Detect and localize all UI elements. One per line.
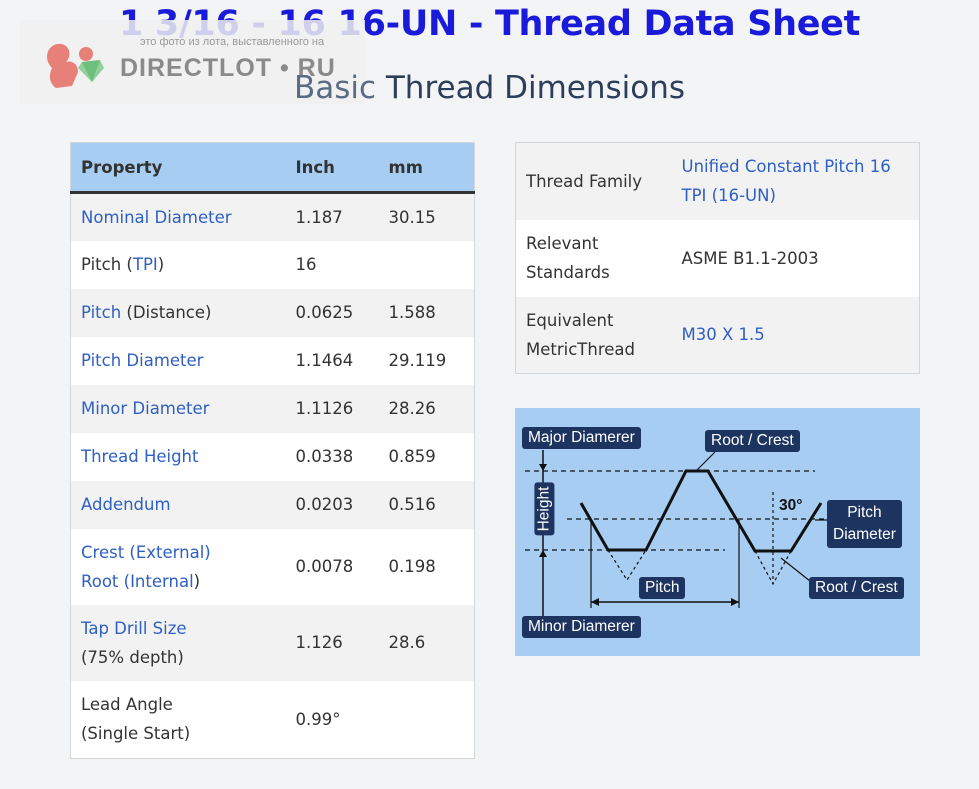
- inch-value: 0.99°: [295, 709, 341, 729]
- label-minor-diameter: Minor Diamerer: [522, 616, 641, 638]
- property-cell: Pitch (TPI): [71, 241, 286, 289]
- property-link[interactable]: TPI: [132, 255, 158, 274]
- watermark-caption: это фото из лота, выставленного на: [140, 36, 325, 48]
- property-cell: Pitch (Distance): [70, 288, 286, 337]
- property-text: ): [193, 571, 201, 591]
- table-row: Addendum 0.0203 0.516: [70, 480, 475, 529]
- property-link[interactable]: Crest (External): [81, 542, 211, 562]
- mm-value: 0.198: [388, 557, 436, 576]
- info-key: Thread Family: [515, 142, 672, 220]
- property-link[interactable]: Addendum: [81, 495, 171, 514]
- property-link[interactable]: Tap Drill Size: [81, 618, 187, 638]
- table-row: Pitch Diameter 1.1464 29.119: [71, 337, 475, 385]
- leader-root-crest-top: [696, 451, 716, 471]
- info-key: Equivalent MetricThread: [515, 296, 672, 374]
- dimensions-table-body: Nominal Diameter 1.187 30.15 Pitch (TPI) 16 P…: [70, 192, 475, 759]
- inch-value: 1.126: [285, 604, 379, 681]
- mm-value: [379, 241, 475, 289]
- mm-value: 0.859: [388, 447, 436, 466]
- section-title: Basic Thread Dimensions: [293, 70, 686, 106]
- property-cell: Lead Angle (Single Start): [71, 681, 286, 759]
- property-text: (Single Start): [81, 724, 191, 744]
- table-header-row: Property Inch mm: [70, 142, 475, 194]
- mm-value: 28.26: [378, 384, 475, 433]
- info-value[interactable]: Unified Constant Pitch 16 TPI (16-UN): [671, 142, 920, 220]
- pitch-arrow-right-icon: [731, 598, 739, 606]
- mm-value: 29.119: [388, 351, 447, 370]
- label-major-diameter: Major Diamerer: [522, 427, 641, 449]
- thread-diagram: Major Diamerer Root / Crest Height 30° P…: [515, 408, 920, 656]
- inch-value: 16: [295, 255, 317, 274]
- mm-value: 28.6: [378, 604, 475, 681]
- property-text: Pitch (: [81, 255, 133, 274]
- mm-value: 30.15: [378, 192, 475, 241]
- property-link[interactable]: Pitch Diameter: [81, 351, 204, 370]
- table-row: Lead Angle (Single Start) 0.99°: [71, 681, 475, 759]
- label-height: Height: [534, 482, 555, 536]
- table-row: Minor Diameter 1.1126 28.26: [70, 384, 475, 433]
- property-cell: Minor Diameter: [70, 384, 286, 433]
- table-row: Thread Height 0.0338 0.859: [71, 433, 475, 481]
- root-triangle-right: [754, 550, 792, 586]
- height-arrow-top-icon: [539, 464, 547, 471]
- inch-value: 0.0078: [295, 557, 354, 576]
- thread-info-table: Thread Family Unified Constant Pitch 16 T…: [515, 142, 920, 374]
- inch-value: 1.1126: [285, 384, 379, 433]
- info-value: ASME B1.1-2003: [671, 219, 920, 297]
- thread-profile-line: [579, 469, 823, 553]
- mm-value: [379, 681, 475, 759]
- table-row: Pitch (TPI) 16: [71, 241, 475, 289]
- mm-value: 1.588: [378, 288, 475, 337]
- info-key: Relevant Standards: [515, 219, 672, 297]
- property-text: (Distance): [121, 303, 212, 322]
- table-row: Pitch (Distance) 0.0625 1.588: [70, 288, 475, 337]
- inch-value: 0.0203: [285, 480, 379, 529]
- height-arrow-bottom-icon: [539, 550, 547, 557]
- label-pitch: Pitch: [639, 577, 686, 599]
- mm-value: 0.516: [378, 480, 475, 529]
- label-pitch-diameter: Pitch Diameter: [827, 500, 902, 548]
- info-row: Relevant Standards ASME B1.1-2003: [515, 219, 920, 297]
- inch-value: 1.187: [285, 192, 379, 241]
- property-link[interactable]: Nominal Diameter: [81, 207, 232, 227]
- property-cell: Pitch Diameter: [71, 337, 286, 385]
- property-cell: Thread Height: [71, 433, 286, 481]
- inch-value: 0.0338: [295, 447, 354, 466]
- label-root-crest-bottom: Root / Crest: [809, 577, 904, 599]
- header-property: Property: [70, 142, 286, 194]
- inch-value: 1.1464: [295, 351, 354, 370]
- property-cell: Tap Drill Size (75% depth): [70, 604, 286, 681]
- table-row: Nominal Diameter 1.187 30.15: [70, 192, 475, 241]
- property-cell: Crest (External) Root (Internal): [71, 529, 286, 605]
- property-cell: Addendum: [70, 480, 286, 529]
- root-triangle-left: [607, 549, 647, 582]
- property-link[interactable]: Minor Diameter: [81, 399, 210, 418]
- property-text: Lead Angle: [81, 695, 173, 715]
- table-row: Crest (External) Root (Internal) 0.0078 0.1…: [71, 529, 475, 605]
- property-text: ): [157, 255, 165, 274]
- squirrel-logo-icon: [47, 43, 104, 88]
- property-cell: Nominal Diameter: [70, 192, 286, 241]
- pitch-arrow-left-icon: [591, 598, 599, 606]
- property-link[interactable]: Pitch: [81, 303, 122, 322]
- table-row: Tap Drill Size (75% depth) 1.126 28.6: [70, 604, 475, 681]
- thread-info-body: Thread Family Unified Constant Pitch 16 T…: [515, 142, 920, 374]
- property-link[interactable]: Root (Internal: [81, 571, 194, 591]
- label-angle: 30°: [779, 497, 803, 514]
- header-mm: mm: [378, 142, 475, 194]
- inch-value: 0.0625: [285, 288, 379, 337]
- label-root-crest-top: Root / Crest: [705, 430, 800, 452]
- property-text: (75% depth): [81, 647, 184, 667]
- watermark: это фото из лота, выставленного на DIREC…: [20, 20, 365, 104]
- info-value[interactable]: M30 X 1.5: [671, 296, 920, 374]
- info-row: Equivalent MetricThread M30 X 1.5: [515, 296, 920, 374]
- header-inch: Inch: [285, 142, 379, 194]
- property-link[interactable]: Thread Height: [81, 447, 199, 466]
- info-row: Thread Family Unified Constant Pitch 16 T…: [515, 142, 920, 220]
- dimensions-table: Property Inch mm Nominal Diameter 1.187 30…: [70, 142, 475, 759]
- watermark-brand: DIRECTLOT • RU: [120, 54, 336, 82]
